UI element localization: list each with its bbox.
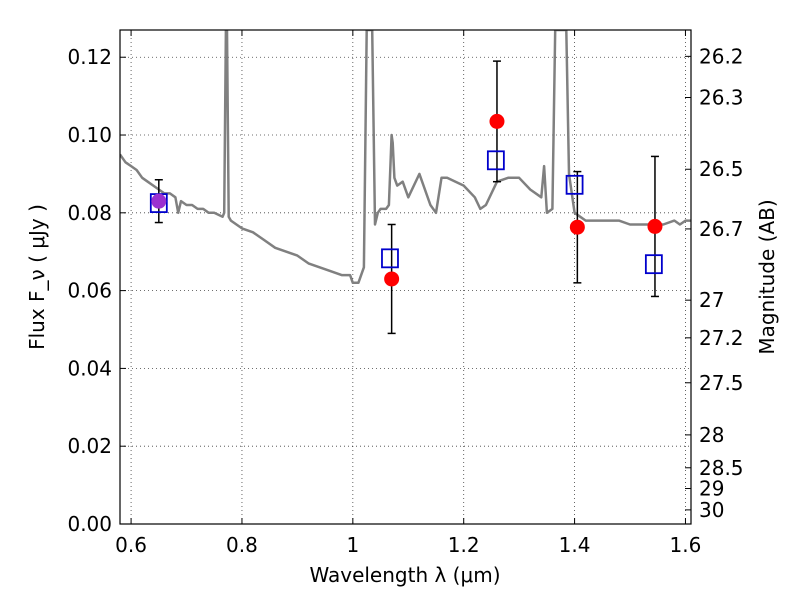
x-tick-label: 1.2 (448, 533, 480, 557)
y2-tick-label: 27.5 (699, 371, 744, 395)
x-axis-ticks: 0.6 0.8 1 1.2 1.4 1.6 (115, 30, 701, 557)
x-tick-label: 0.8 (226, 533, 258, 557)
model-band-point (486, 150, 505, 171)
model-band-markers (149, 150, 663, 275)
y-tick-label: 0.10 (67, 123, 112, 147)
model-band-point (381, 248, 399, 269)
y-tick-label: 0.04 (67, 356, 112, 380)
y2-tick-label: 26.7 (699, 217, 744, 241)
observed-point (151, 193, 167, 209)
y-axis-ticks: 0.00 0.02 0.04 0.06 0.08 0.10 0.12 (67, 45, 126, 536)
y-tick-label: 0.12 (67, 45, 112, 69)
y2-tick-label: 28.5 (699, 456, 744, 480)
plot-background (120, 30, 691, 524)
plot-frame (119, 29, 692, 525)
y-tick-label: 0.02 (67, 434, 112, 458)
observed-point (384, 271, 400, 287)
y2-tick-label: 26.5 (699, 157, 744, 181)
y2-tick-label: 26.3 (699, 85, 744, 109)
x-tick-label: 0.6 (115, 533, 147, 557)
observed-markers (151, 113, 663, 287)
x-axis-title: Wavelength λ (μm) (309, 563, 500, 587)
observed-point (569, 219, 585, 235)
y2-axis-title: Magnitude (AB) (755, 199, 779, 354)
model-spectrum-line (120, 30, 691, 285)
model-band-point (565, 174, 584, 195)
y2-tick-label: 27 (699, 288, 724, 312)
observed-point (647, 218, 663, 234)
model-band-point (644, 254, 663, 275)
x-tick-label: 1 (346, 533, 359, 557)
y-tick-label: 0.00 (67, 512, 112, 536)
y2-tick-label: 28 (699, 423, 724, 447)
y-tick-label: 0.06 (67, 279, 112, 303)
y2-tick-label: 29 (699, 477, 724, 501)
y-tick-label: 0.08 (67, 201, 112, 225)
y2-tick-label: 27.2 (699, 326, 744, 350)
y2-tick-label: 30 (699, 498, 724, 522)
x-tick-label: 1.6 (670, 533, 702, 557)
x-tick-label: 1.4 (559, 533, 591, 557)
y2-tick-label: 26.2 (699, 44, 744, 68)
y-axis-title: Flux F_ν ( μJy ) (25, 204, 49, 350)
observed-point (489, 113, 505, 129)
